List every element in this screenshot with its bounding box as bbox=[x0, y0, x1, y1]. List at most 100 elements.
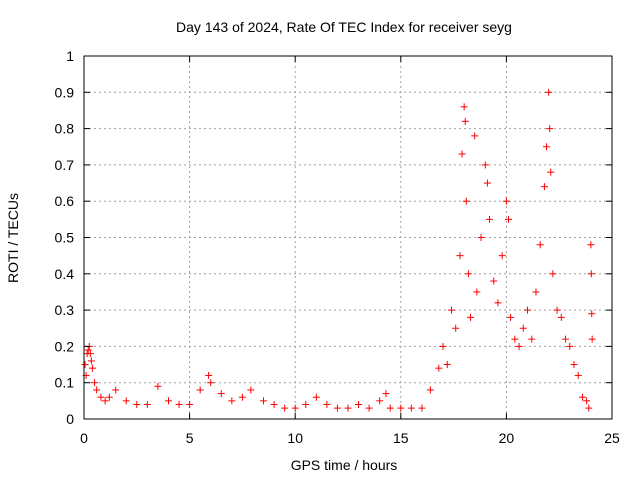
data-point bbox=[93, 386, 101, 394]
data-point bbox=[490, 277, 498, 285]
data-point bbox=[407, 404, 415, 412]
data-point bbox=[483, 179, 491, 187]
data-point bbox=[81, 361, 89, 369]
data-point bbox=[376, 397, 384, 405]
data-point bbox=[133, 400, 141, 408]
data-point bbox=[583, 397, 591, 405]
y-tick-label: 0.3 bbox=[55, 302, 75, 318]
data-point bbox=[557, 313, 565, 321]
data-point bbox=[587, 270, 595, 278]
y-tick-label: 0.9 bbox=[55, 84, 75, 100]
data-point bbox=[164, 397, 172, 405]
y-tick-label: 0.8 bbox=[55, 121, 75, 137]
data-point bbox=[86, 350, 94, 358]
y-tick-label: 0.2 bbox=[55, 338, 75, 354]
data-point bbox=[238, 393, 246, 401]
data-point bbox=[91, 379, 99, 387]
data-point bbox=[587, 241, 595, 249]
data-point bbox=[88, 364, 96, 372]
data-point bbox=[312, 393, 320, 401]
data-point bbox=[87, 357, 95, 365]
data-point bbox=[507, 313, 515, 321]
data-point bbox=[302, 400, 310, 408]
x-tick-label: 15 bbox=[393, 430, 409, 446]
data-point bbox=[456, 252, 464, 260]
data-point bbox=[154, 382, 162, 390]
data-point bbox=[473, 288, 481, 296]
data-point bbox=[443, 361, 451, 369]
data-point bbox=[458, 150, 466, 158]
data-point bbox=[196, 386, 204, 394]
data-point bbox=[365, 404, 373, 412]
data-point bbox=[426, 386, 434, 394]
data-point bbox=[205, 371, 213, 379]
data-point bbox=[447, 306, 455, 314]
y-tick-label: 0.6 bbox=[55, 193, 75, 209]
data-points bbox=[81, 88, 596, 412]
x-tick-label: 10 bbox=[287, 430, 303, 446]
x-tick-label: 20 bbox=[499, 430, 515, 446]
x-axis-label: GPS time / hours bbox=[291, 457, 398, 473]
data-point bbox=[519, 324, 527, 332]
data-point bbox=[464, 270, 472, 278]
data-point bbox=[355, 400, 363, 408]
y-tick-label: 0.7 bbox=[55, 157, 75, 173]
data-point bbox=[122, 397, 130, 405]
data-point bbox=[498, 252, 506, 260]
x-tick-label: 5 bbox=[186, 430, 194, 446]
data-point bbox=[382, 390, 390, 398]
data-point bbox=[228, 397, 236, 405]
data-point bbox=[536, 241, 544, 249]
y-tick-label: 0.4 bbox=[55, 266, 75, 282]
y-tick-label: 0.5 bbox=[55, 230, 75, 246]
data-point bbox=[524, 306, 532, 314]
y-tick-label: 1 bbox=[66, 48, 74, 64]
data-point bbox=[549, 270, 557, 278]
data-point bbox=[418, 404, 426, 412]
data-point bbox=[439, 342, 447, 350]
data-point bbox=[471, 132, 479, 140]
data-point bbox=[386, 404, 394, 412]
data-point bbox=[505, 215, 513, 223]
data-point bbox=[502, 197, 510, 205]
data-point bbox=[97, 393, 105, 401]
data-point bbox=[545, 88, 553, 96]
data-point bbox=[553, 306, 561, 314]
data-point bbox=[143, 400, 151, 408]
data-point bbox=[543, 143, 551, 151]
data-point bbox=[585, 404, 593, 412]
grid-lines bbox=[84, 56, 612, 419]
y-tick-label: 0 bbox=[66, 411, 74, 427]
x-tick-label: 0 bbox=[80, 430, 88, 446]
data-point bbox=[105, 393, 113, 401]
data-point bbox=[260, 397, 268, 405]
data-point bbox=[547, 168, 555, 176]
data-point bbox=[281, 404, 289, 412]
y-tick-label: 0.1 bbox=[55, 375, 75, 391]
data-point bbox=[247, 386, 255, 394]
data-point bbox=[566, 342, 574, 350]
data-point bbox=[101, 397, 109, 405]
data-point bbox=[546, 125, 554, 133]
data-point bbox=[344, 404, 352, 412]
data-point bbox=[323, 400, 331, 408]
data-point bbox=[466, 313, 474, 321]
data-point bbox=[84, 346, 92, 354]
data-point bbox=[217, 390, 225, 398]
data-point bbox=[570, 361, 578, 369]
data-point bbox=[477, 234, 485, 241]
data-point bbox=[540, 183, 548, 191]
data-point bbox=[112, 386, 120, 394]
data-point bbox=[511, 335, 519, 343]
data-point bbox=[588, 335, 596, 343]
data-point bbox=[578, 393, 586, 401]
data-point bbox=[528, 335, 536, 343]
data-point bbox=[397, 404, 405, 412]
data-point bbox=[186, 400, 194, 408]
data-point bbox=[515, 342, 523, 350]
data-point bbox=[333, 404, 341, 412]
data-point bbox=[562, 335, 570, 343]
data-point bbox=[462, 197, 470, 205]
